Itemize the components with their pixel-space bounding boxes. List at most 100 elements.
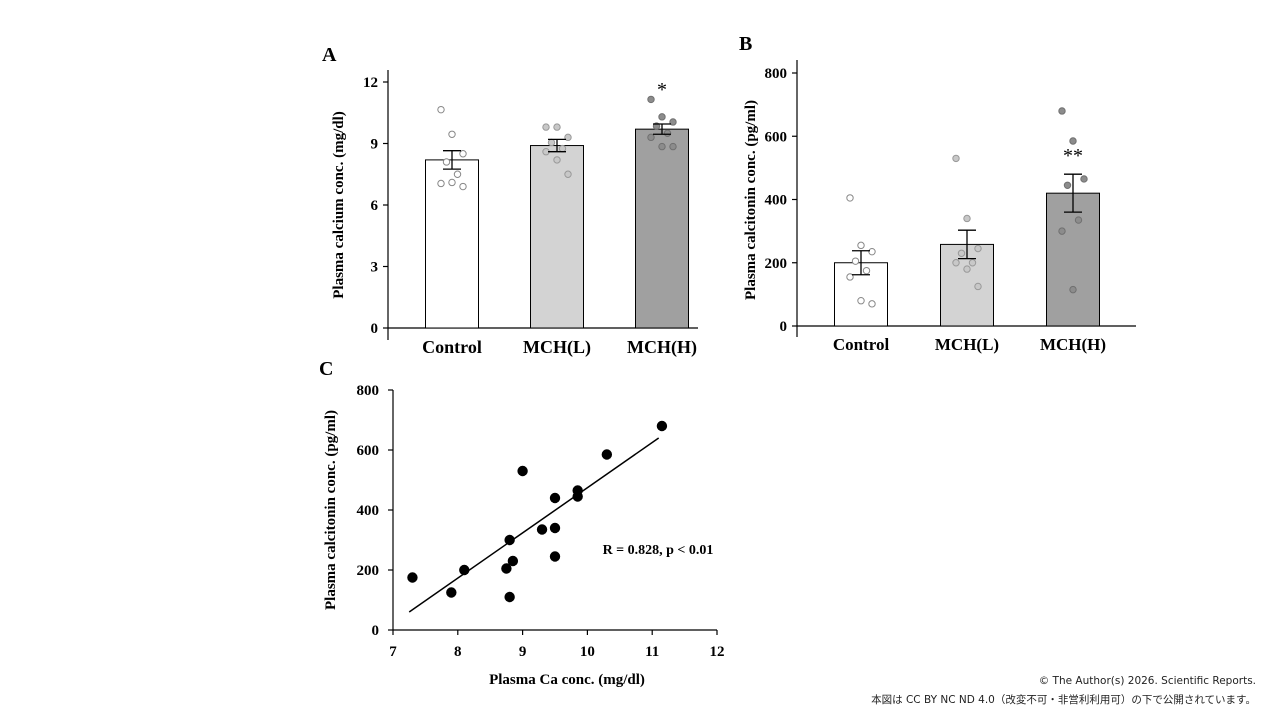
panel-c: C Plasma calcitonin conc. (pg/ml) Plasma… bbox=[319, 358, 725, 688]
panel-c-y-tick-label: 800 bbox=[357, 383, 380, 399]
panel-b-letter: B bbox=[739, 33, 752, 55]
panel-c-data-point bbox=[549, 492, 561, 504]
panel-b-data-point bbox=[1074, 216, 1083, 224]
panel-b-data-point bbox=[862, 266, 871, 275]
panel-a-y-tick-label: 12 bbox=[363, 75, 378, 91]
credit-license: 本図は CC BY NC ND 4.0（改変不可・非営利利用可）の下で公開されて… bbox=[871, 694, 1256, 706]
panel-a-data-point bbox=[553, 123, 561, 131]
panel-a-bar bbox=[530, 145, 584, 329]
panel-a-data-point bbox=[558, 144, 567, 153]
panel-b-data-point bbox=[1069, 285, 1077, 294]
panel-b-y-tick-label: 400 bbox=[765, 193, 788, 209]
panel-b-category-label: MCH(H) bbox=[1040, 335, 1106, 354]
panel-a-data-point bbox=[542, 123, 550, 131]
panel-c-data-point bbox=[656, 420, 668, 432]
panel-a-category-label: MCH(H) bbox=[627, 337, 697, 358]
panel-b-data-point bbox=[952, 259, 960, 267]
panel-b-category-label: MCH(L) bbox=[935, 335, 999, 354]
panel-c-letter: C bbox=[319, 358, 333, 380]
panel-b-data-point bbox=[851, 257, 860, 265]
panel-b-bar bbox=[1046, 192, 1100, 327]
panel-b-data-point bbox=[952, 154, 960, 163]
panel-a-data-point bbox=[663, 129, 672, 137]
panel-c-x-tick-label: 12 bbox=[710, 644, 725, 660]
panel-a-data-point bbox=[647, 133, 655, 142]
panel-a-data-point bbox=[437, 179, 445, 188]
panel-b-data-point bbox=[857, 241, 865, 250]
panel-c-y-tick-label: 600 bbox=[357, 443, 380, 459]
panel-c-data-point bbox=[572, 491, 583, 502]
panel-a-data-point bbox=[553, 156, 561, 164]
panel-b-data-point bbox=[963, 214, 971, 223]
panel-c-y-tick-label: 200 bbox=[357, 563, 380, 579]
panel-c-data-point bbox=[517, 465, 528, 477]
panel-b-data-point bbox=[1063, 181, 1072, 189]
panel-c-x-tick-label: 7 bbox=[389, 644, 397, 660]
panel-b-data-point bbox=[868, 300, 876, 308]
panel-c-data-point bbox=[507, 555, 519, 567]
panel-a-data-point bbox=[647, 95, 655, 104]
panel-a-data-point bbox=[658, 113, 666, 121]
panel-b-data-point bbox=[1080, 175, 1088, 183]
panel-b-y-tick-label: 200 bbox=[765, 256, 788, 272]
panel-a-category-label: MCH(L) bbox=[523, 337, 591, 358]
panel-c-x-tick-label: 8 bbox=[454, 644, 462, 660]
panel-b-data-point bbox=[1058, 227, 1066, 235]
panel-c-x-tick-label: 9 bbox=[519, 644, 527, 660]
panel-a-data-point bbox=[564, 170, 572, 178]
panel-c-y-tick-label: 0 bbox=[372, 623, 380, 639]
panel-c-correlation-annotation: R = 0.828, p < 0.01 bbox=[603, 543, 714, 558]
panel-b-y-tick-label: 600 bbox=[765, 129, 788, 145]
panel-a-y-axis-title: Plasma calcium conc. (mg/dl) bbox=[331, 111, 347, 298]
panel-b-data-point bbox=[968, 259, 977, 267]
credit-copyright: © The Author(s) 2026. Scientific Reports… bbox=[1038, 675, 1256, 687]
panel-b-data-point bbox=[963, 265, 971, 273]
panel-a-data-point bbox=[564, 133, 572, 142]
panel-a-significance-marker: * bbox=[657, 79, 667, 101]
panel-b-data-point bbox=[974, 244, 982, 253]
panel-b-data-point bbox=[857, 297, 865, 305]
panel-a-y-tick-label: 3 bbox=[371, 260, 379, 276]
panel-b-y-tick-label: 0 bbox=[780, 319, 788, 335]
panel-a-data-point bbox=[459, 150, 467, 158]
panel-a-data-point bbox=[669, 142, 677, 151]
panel-c-x-tick-label: 10 bbox=[580, 644, 595, 660]
panel-b: B Plasma calcitonin conc. (pg/ml) 0 200 40… bbox=[739, 33, 1136, 354]
panel-c-data-point bbox=[549, 522, 561, 534]
panel-a-data-point bbox=[442, 158, 451, 166]
panel-c-data-point bbox=[504, 591, 515, 603]
panel-b-data-point bbox=[846, 194, 854, 202]
panel-b-data-point bbox=[957, 249, 966, 257]
panel-a-data-point bbox=[669, 118, 677, 126]
panel-c-data-point bbox=[504, 534, 515, 546]
panel-b-data-point bbox=[868, 247, 876, 256]
panel-c-data-point bbox=[536, 524, 548, 535]
panel-a-data-point bbox=[658, 142, 666, 151]
panel-a-y-tick-label: 9 bbox=[371, 137, 379, 153]
panel-a-bar bbox=[425, 159, 479, 329]
panel-a-data-point bbox=[547, 138, 556, 147]
panel-b-data-point bbox=[1058, 107, 1066, 115]
panel-a-bar bbox=[635, 128, 689, 329]
panel-a-data-point bbox=[437, 105, 445, 114]
panel-c-y-tick-label: 400 bbox=[357, 503, 380, 519]
panel-a-data-point bbox=[448, 178, 456, 187]
panel-c-data-point bbox=[459, 564, 470, 576]
panel-c-trendline bbox=[408, 437, 660, 613]
panel-a: A Plasma calcium conc. (mg/dl) 0 3 6 9 12 Con… bbox=[322, 44, 698, 358]
panel-c-x-axis-title: Plasma Ca conc. (mg/dl) bbox=[489, 672, 645, 688]
panel-a-y-tick-label: 6 bbox=[371, 198, 379, 214]
panel-c-data-point bbox=[501, 563, 512, 574]
panel-b-data-point bbox=[1069, 137, 1077, 145]
panel-c-data-point bbox=[549, 551, 561, 562]
panel-b-category-label: Control bbox=[833, 335, 890, 354]
panel-c-data-point bbox=[446, 587, 457, 598]
panel-b-significance-marker: ** bbox=[1063, 145, 1083, 167]
panel-b-data-point bbox=[846, 273, 854, 281]
panel-b-data-point bbox=[974, 282, 982, 291]
panel-b-y-axis-title: Plasma calcitonin conc. (pg/ml) bbox=[743, 100, 759, 300]
panel-a-data-point bbox=[459, 182, 467, 191]
panel-a-data-point bbox=[453, 170, 462, 178]
panel-c-data-point bbox=[407, 572, 418, 583]
